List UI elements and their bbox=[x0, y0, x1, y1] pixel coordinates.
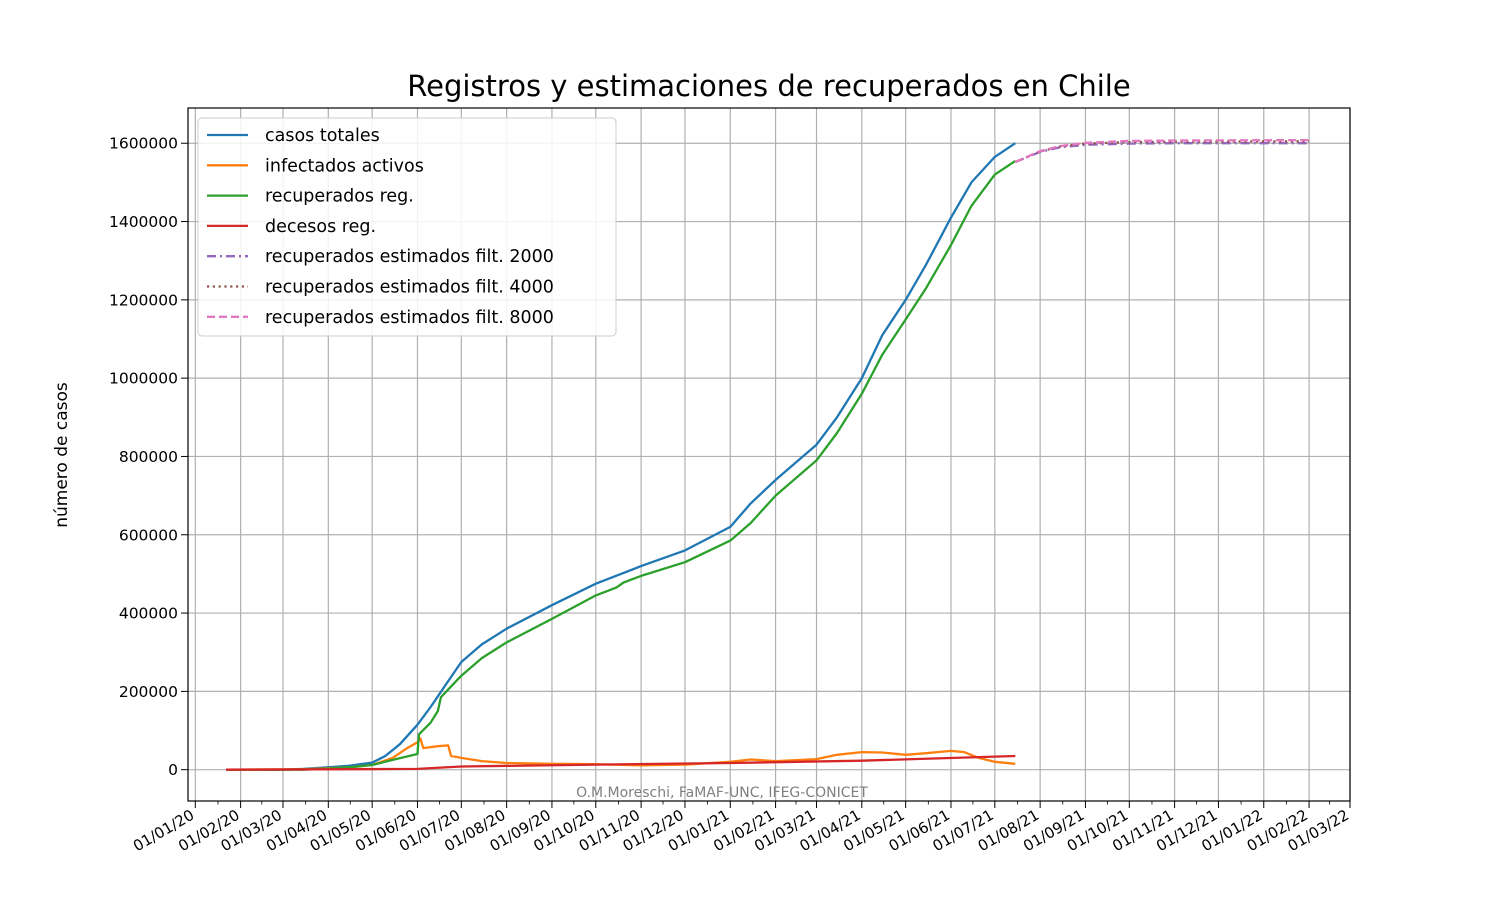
series-group bbox=[225, 138, 1310, 771]
y-tick-label: 800000 bbox=[119, 448, 178, 466]
legend-label: recuperados estimados filt. 8000 bbox=[265, 308, 554, 328]
y-tick-label: 1400000 bbox=[109, 213, 178, 231]
y-tick-label: 1000000 bbox=[109, 370, 178, 388]
legend-label: casos totales bbox=[265, 126, 380, 146]
plot-frame bbox=[187, 107, 1351, 802]
y-tick-label: 200000 bbox=[119, 683, 178, 701]
y-tick-label: 600000 bbox=[119, 526, 178, 544]
legend-label: decesos reg. bbox=[265, 217, 376, 237]
series-line-4 bbox=[225, 754, 1016, 771]
y-tick-label: 0 bbox=[168, 761, 178, 779]
legend-label: recuperados estimados filt. 4000 bbox=[265, 278, 554, 298]
legend-label: recuperados reg. bbox=[265, 187, 414, 207]
y-axis-label: número de casos bbox=[52, 382, 72, 528]
series-line-7 bbox=[1014, 138, 1310, 164]
y-axis: 0 200000 400000 600000 800000 1000000 1200000 1… bbox=[109, 135, 188, 779]
series-line-3 bbox=[226, 159, 1016, 771]
legend-label: recuperados estimados filt. 2000 bbox=[265, 247, 554, 267]
watermark: O.M.Moreschi, FaMAF-UNC, IFEG-CONICET bbox=[576, 785, 868, 801]
series-line-1 bbox=[226, 142, 1016, 771]
y-tick-label: 1200000 bbox=[109, 291, 178, 309]
x-axis: 01/01/2001/02/2001/03/2001/04/2001/05/20… bbox=[130, 801, 1352, 855]
y-tick-label: 1600000 bbox=[109, 135, 178, 153]
series-line-6 bbox=[1014, 140, 1310, 164]
y-tick-label: 400000 bbox=[119, 605, 178, 623]
legend-label: infectados activos bbox=[265, 156, 424, 176]
legend: casos totales infectados activos recuperad… bbox=[197, 117, 617, 337]
legend-box bbox=[197, 117, 617, 337]
chart-title: Registros y estimaciones de recuperados … bbox=[407, 69, 1130, 103]
